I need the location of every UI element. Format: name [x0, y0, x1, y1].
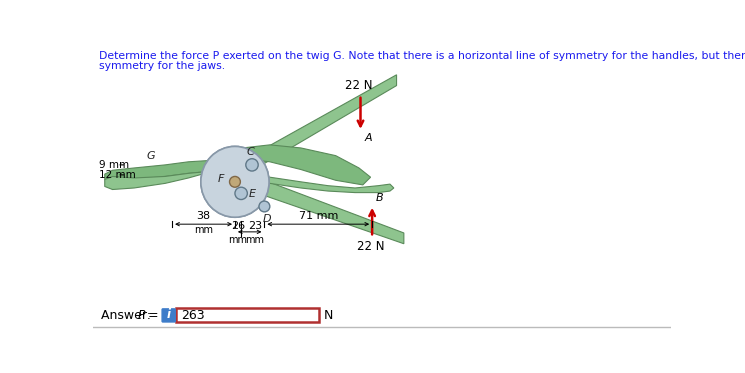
- Text: i: i: [167, 308, 171, 321]
- Text: 263: 263: [181, 308, 204, 322]
- Text: 26: 26: [231, 221, 245, 231]
- Polygon shape: [259, 178, 404, 244]
- Polygon shape: [227, 168, 394, 192]
- Text: 12 mm: 12 mm: [99, 170, 136, 180]
- Text: Determine the force P exerted on the twig G. Note that there is a horizontal lin: Determine the force P exerted on the twi…: [99, 51, 745, 61]
- Ellipse shape: [201, 146, 269, 217]
- Circle shape: [229, 176, 241, 187]
- Circle shape: [259, 201, 270, 212]
- Ellipse shape: [201, 146, 269, 217]
- Polygon shape: [105, 168, 227, 189]
- Text: N: N: [324, 308, 334, 322]
- Polygon shape: [105, 160, 213, 183]
- Text: A: A: [364, 133, 372, 143]
- Text: 38: 38: [197, 211, 211, 221]
- Text: mm: mm: [229, 235, 247, 245]
- Text: B: B: [376, 193, 384, 203]
- Text: mm: mm: [194, 225, 213, 235]
- Text: 22 N: 22 N: [357, 240, 384, 253]
- Circle shape: [246, 159, 259, 171]
- Text: 71 mm: 71 mm: [299, 211, 338, 221]
- Text: 23: 23: [248, 221, 262, 231]
- Text: mm: mm: [246, 235, 264, 245]
- Text: D: D: [262, 214, 271, 224]
- Text: 22 N: 22 N: [345, 79, 372, 92]
- FancyBboxPatch shape: [162, 309, 175, 322]
- Text: G: G: [147, 151, 156, 162]
- Text: symmetry for the jaws.: symmetry for the jaws.: [99, 61, 226, 71]
- Circle shape: [235, 187, 247, 200]
- Text: F: F: [218, 174, 224, 184]
- FancyBboxPatch shape: [176, 308, 320, 322]
- Polygon shape: [212, 145, 370, 185]
- Text: C: C: [247, 147, 254, 157]
- Text: E: E: [249, 189, 256, 199]
- Text: Answer:: Answer:: [101, 308, 155, 322]
- Text: P: P: [138, 308, 145, 322]
- Polygon shape: [249, 75, 396, 173]
- Text: 9 mm: 9 mm: [99, 160, 130, 170]
- Text: =: =: [145, 308, 159, 322]
